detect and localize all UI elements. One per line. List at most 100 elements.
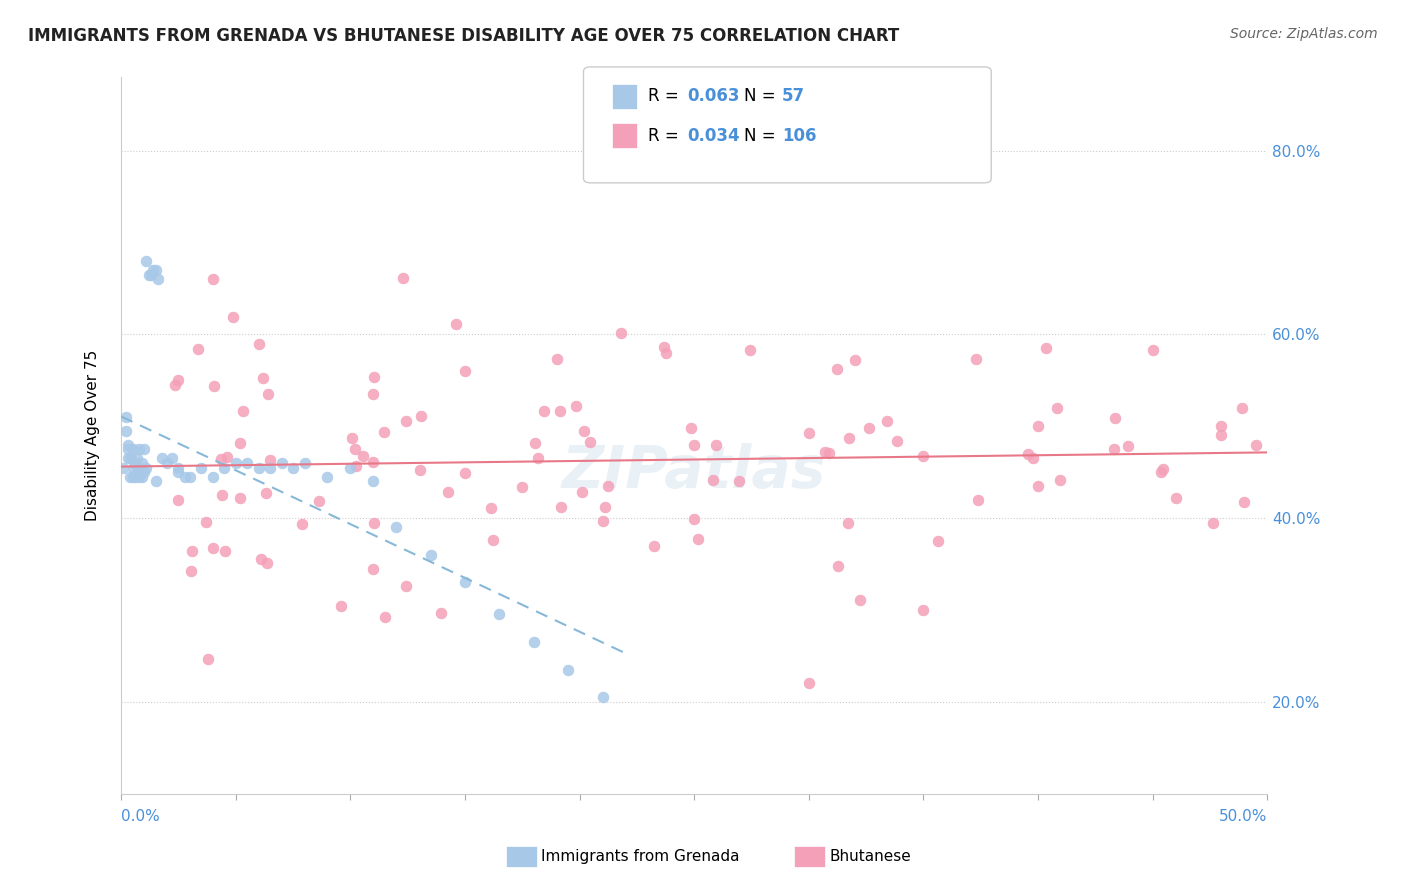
Point	[967, 492, 990, 507]
Point	[128, 470, 150, 484]
Point	[683, 512, 706, 526]
Point	[256, 556, 278, 570]
Point	[1104, 411, 1126, 425]
Point	[838, 431, 860, 445]
Point	[127, 451, 149, 466]
Point	[160, 451, 183, 466]
Point	[437, 485, 460, 500]
Point	[259, 460, 281, 475]
Point	[135, 254, 157, 268]
Point	[127, 465, 149, 479]
Point	[526, 450, 548, 465]
Point	[1046, 401, 1069, 415]
Point	[454, 364, 477, 378]
Point	[222, 310, 245, 325]
Point	[121, 460, 143, 475]
Point	[454, 466, 477, 480]
Point	[595, 500, 617, 514]
Point	[481, 533, 503, 548]
Point	[797, 426, 820, 441]
Point	[571, 484, 593, 499]
Point	[395, 579, 418, 593]
Point	[1102, 442, 1125, 456]
Point	[117, 451, 139, 466]
Point	[128, 442, 150, 457]
Point	[132, 465, 155, 479]
Point	[1150, 465, 1173, 479]
Point	[1202, 516, 1225, 531]
Point	[145, 475, 167, 489]
Point	[361, 562, 384, 576]
Text: R =: R =	[648, 127, 685, 145]
Point	[179, 470, 201, 484]
Point	[190, 460, 212, 475]
Point	[579, 435, 602, 450]
Point	[270, 456, 292, 470]
Point	[827, 559, 849, 574]
Point	[643, 539, 665, 553]
Point	[344, 459, 367, 474]
Point	[257, 387, 280, 401]
Point	[195, 515, 218, 529]
Point	[247, 460, 270, 475]
Point	[120, 451, 142, 466]
Point	[181, 544, 204, 558]
Point	[294, 456, 316, 470]
Point	[316, 470, 339, 484]
Point	[1233, 495, 1256, 509]
Point	[145, 263, 167, 277]
Text: 50.0%: 50.0%	[1219, 809, 1267, 824]
Point	[512, 479, 534, 493]
Point	[339, 460, 361, 475]
Point	[165, 378, 187, 392]
Text: 106: 106	[782, 127, 817, 145]
Point	[652, 340, 675, 354]
Point	[308, 494, 330, 508]
Text: 0.0%: 0.0%	[121, 809, 160, 824]
Point	[139, 268, 162, 282]
Point	[138, 268, 160, 282]
Point	[395, 414, 418, 428]
Point	[702, 473, 724, 487]
Point	[211, 488, 233, 502]
Text: N =: N =	[744, 127, 780, 145]
Point	[225, 456, 247, 470]
Point	[202, 379, 225, 393]
Point	[488, 607, 510, 622]
Text: N =: N =	[744, 87, 780, 105]
Point	[291, 516, 314, 531]
Point	[876, 414, 898, 428]
Text: ZIPatlas: ZIPatlas	[562, 442, 827, 500]
Point	[167, 465, 190, 479]
Point	[201, 272, 224, 286]
Point	[1035, 341, 1057, 355]
Point	[343, 442, 366, 456]
Point	[209, 451, 232, 466]
Point	[444, 317, 467, 331]
Point	[1244, 437, 1267, 451]
Point	[363, 516, 385, 530]
Point	[201, 541, 224, 555]
Point	[112, 460, 135, 475]
Point	[572, 424, 595, 438]
Point	[912, 603, 935, 617]
Point	[683, 437, 706, 451]
Point	[114, 424, 136, 438]
Point	[352, 449, 374, 463]
Point	[686, 533, 709, 547]
Point	[481, 500, 503, 515]
Point	[232, 404, 254, 418]
Point	[727, 475, 749, 489]
Point	[281, 460, 304, 475]
Point	[363, 455, 385, 469]
Point	[557, 663, 579, 677]
Point	[654, 346, 676, 360]
Point	[142, 263, 165, 277]
Point	[550, 500, 572, 514]
Point	[523, 635, 546, 649]
Text: 0.034: 0.034	[688, 127, 740, 145]
Point	[548, 404, 571, 418]
Text: Immigrants from Grenada: Immigrants from Grenada	[541, 849, 740, 863]
Point	[814, 445, 837, 459]
Point	[330, 599, 353, 613]
